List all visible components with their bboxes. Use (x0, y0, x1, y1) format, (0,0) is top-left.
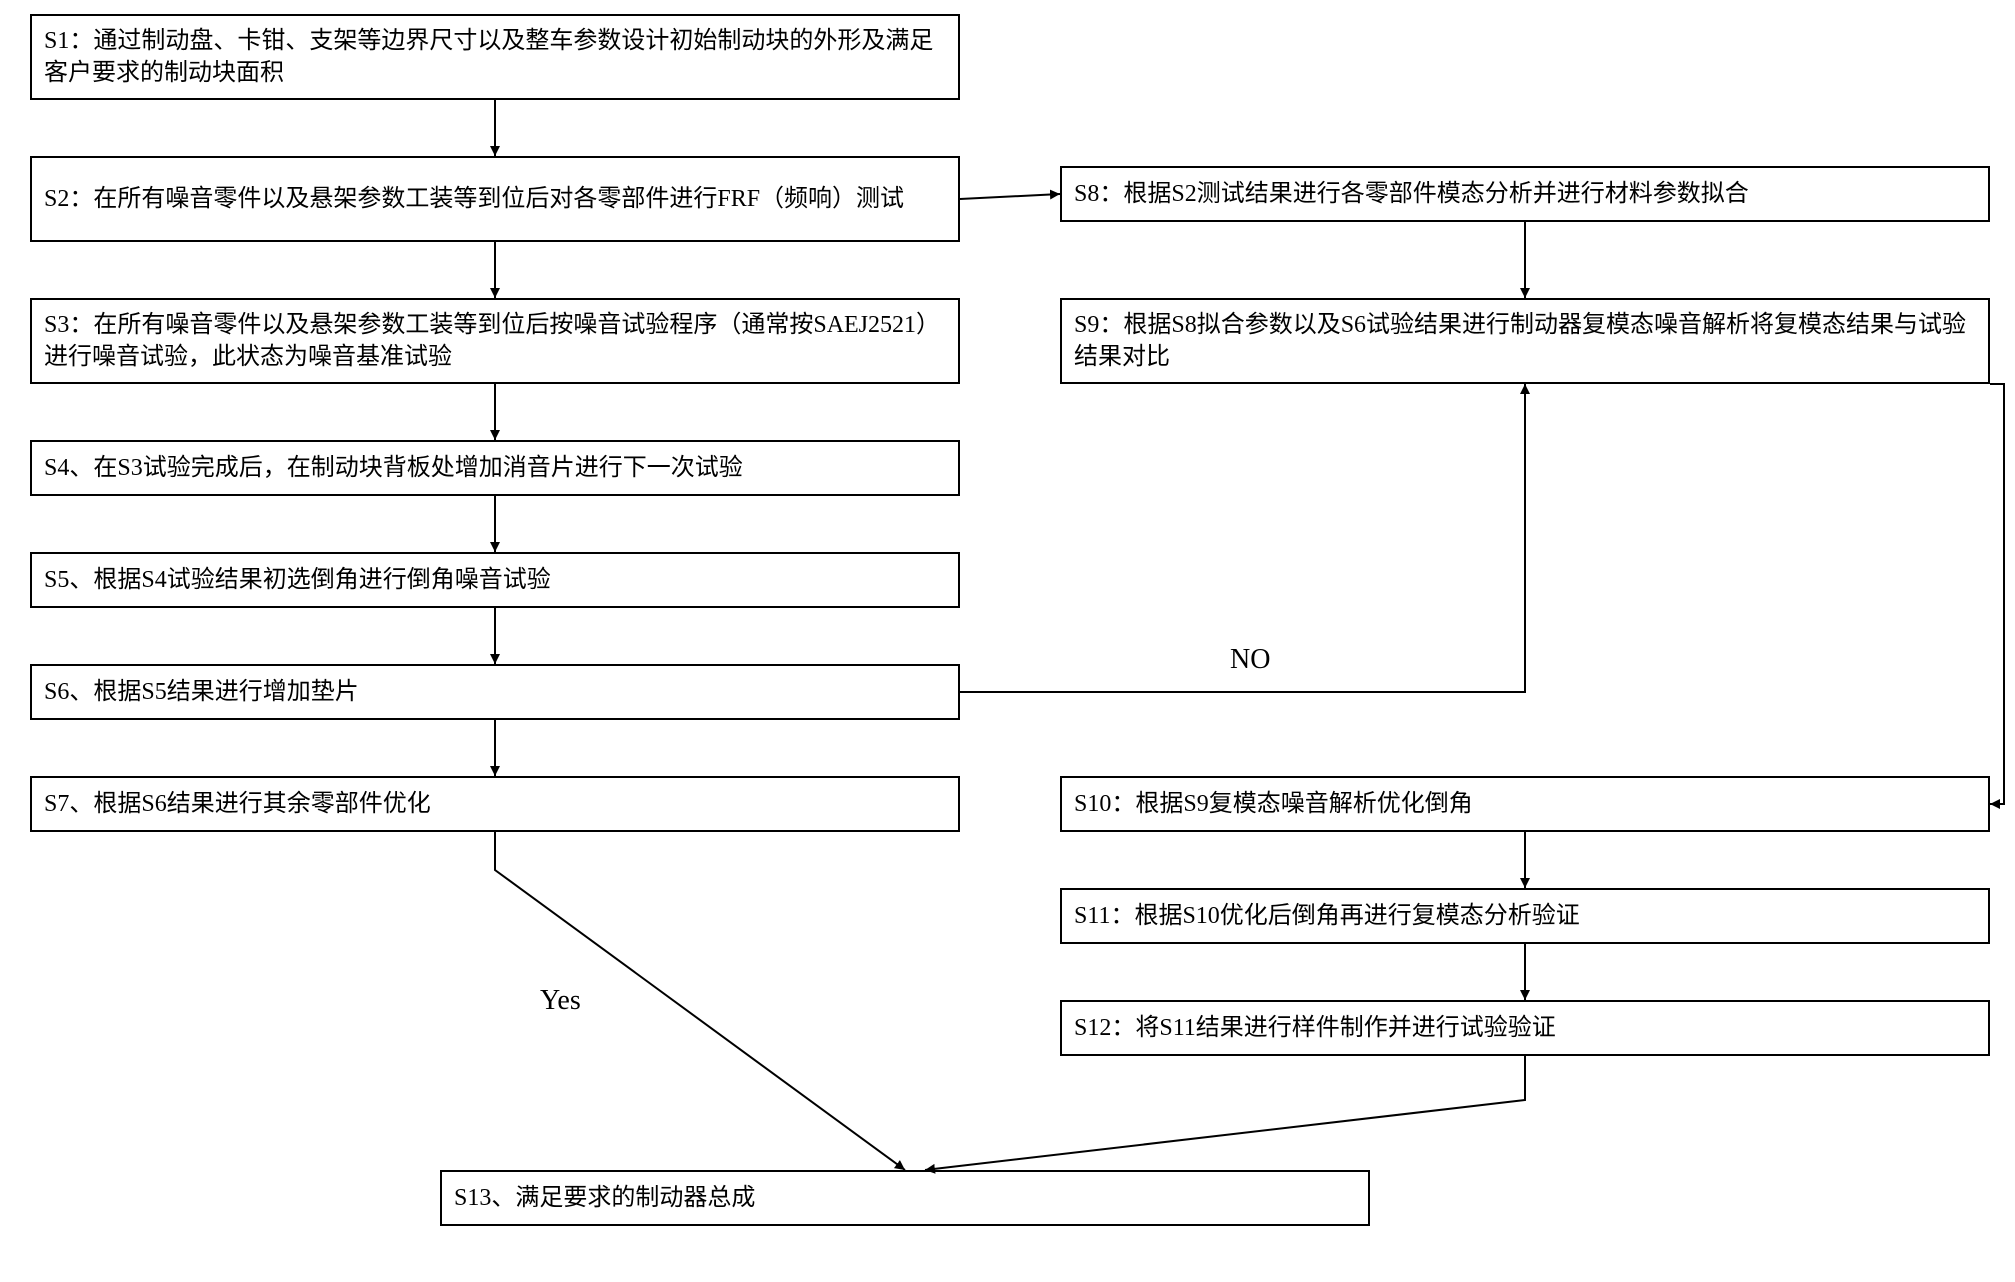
flow-node-s9: S9：根据S8拟合参数以及S6试验结果进行制动器复模态噪音解析将复模态结果与试验… (1060, 298, 1990, 384)
edge-s2-s8 (960, 194, 1060, 199)
edge-s12-s13 (925, 1056, 1525, 1170)
edge-s9-s10 (1990, 384, 2004, 804)
node-text: S6、根据S5结果进行增加垫片 (44, 676, 359, 708)
flow-node-s12: S12：将S11结果进行样件制作并进行试验验证 (1060, 1000, 1990, 1056)
flow-node-s1: S1：通过制动盘、卡钳、支架等边界尺寸以及整车参数设计初始制动块的外形及满足客户… (30, 14, 960, 100)
flow-node-s2: S2：在所有噪音零件以及悬架参数工装等到位后对各零部件进行FRF（频响）测试 (30, 156, 960, 242)
edge-label-s7-s13: Yes (540, 985, 581, 1017)
node-text: S9：根据S8拟合参数以及S6试验结果进行制动器复模态噪音解析将复模态结果与试验… (1074, 309, 1976, 374)
flow-node-s8: S8：根据S2测试结果进行各零部件模态分析并进行材料参数拟合 (1060, 166, 1990, 222)
flow-node-s10: S10：根据S9复模态噪音解析优化倒角 (1060, 776, 1990, 832)
flow-node-s5: S5、根据S4试验结果初选倒角进行倒角噪音试验 (30, 552, 960, 608)
node-text: S7、根据S6结果进行其余零部件优化 (44, 788, 431, 820)
node-text: S10：根据S9复模态噪音解析优化倒角 (1074, 788, 1473, 820)
flow-node-s7: S7、根据S6结果进行其余零部件优化 (30, 776, 960, 832)
flow-node-s13: S13、满足要求的制动器总成 (440, 1170, 1370, 1226)
node-text: S2：在所有噪音零件以及悬架参数工装等到位后对各零部件进行FRF（频响）测试 (44, 183, 904, 215)
node-text: S1：通过制动盘、卡钳、支架等边界尺寸以及整车参数设计初始制动块的外形及满足客户… (44, 25, 946, 90)
node-text: S13、满足要求的制动器总成 (454, 1182, 755, 1214)
node-text: S4、在S3试验完成后，在制动块背板处增加消音片进行下一次试验 (44, 452, 743, 484)
flow-node-s3: S3：在所有噪音零件以及悬架参数工装等到位后按噪音试验程序（通常按SAEJ252… (30, 298, 960, 384)
flow-node-s6: S6、根据S5结果进行增加垫片 (30, 664, 960, 720)
node-text: S3：在所有噪音零件以及悬架参数工装等到位后按噪音试验程序（通常按SAEJ252… (44, 309, 946, 374)
node-text: S8：根据S2测试结果进行各零部件模态分析并进行材料参数拟合 (1074, 178, 1749, 210)
node-text: S12：将S11结果进行样件制作并进行试验验证 (1074, 1012, 1556, 1044)
node-text: S5、根据S4试验结果初选倒角进行倒角噪音试验 (44, 564, 551, 596)
flow-node-s11: S11：根据S10优化后倒角再进行复模态分析验证 (1060, 888, 1990, 944)
flow-node-s4: S4、在S3试验完成后，在制动块背板处增加消音片进行下一次试验 (30, 440, 960, 496)
node-text: S11：根据S10优化后倒角再进行复模态分析验证 (1074, 900, 1580, 932)
edge-label-s6-s9: NO (1230, 644, 1270, 676)
